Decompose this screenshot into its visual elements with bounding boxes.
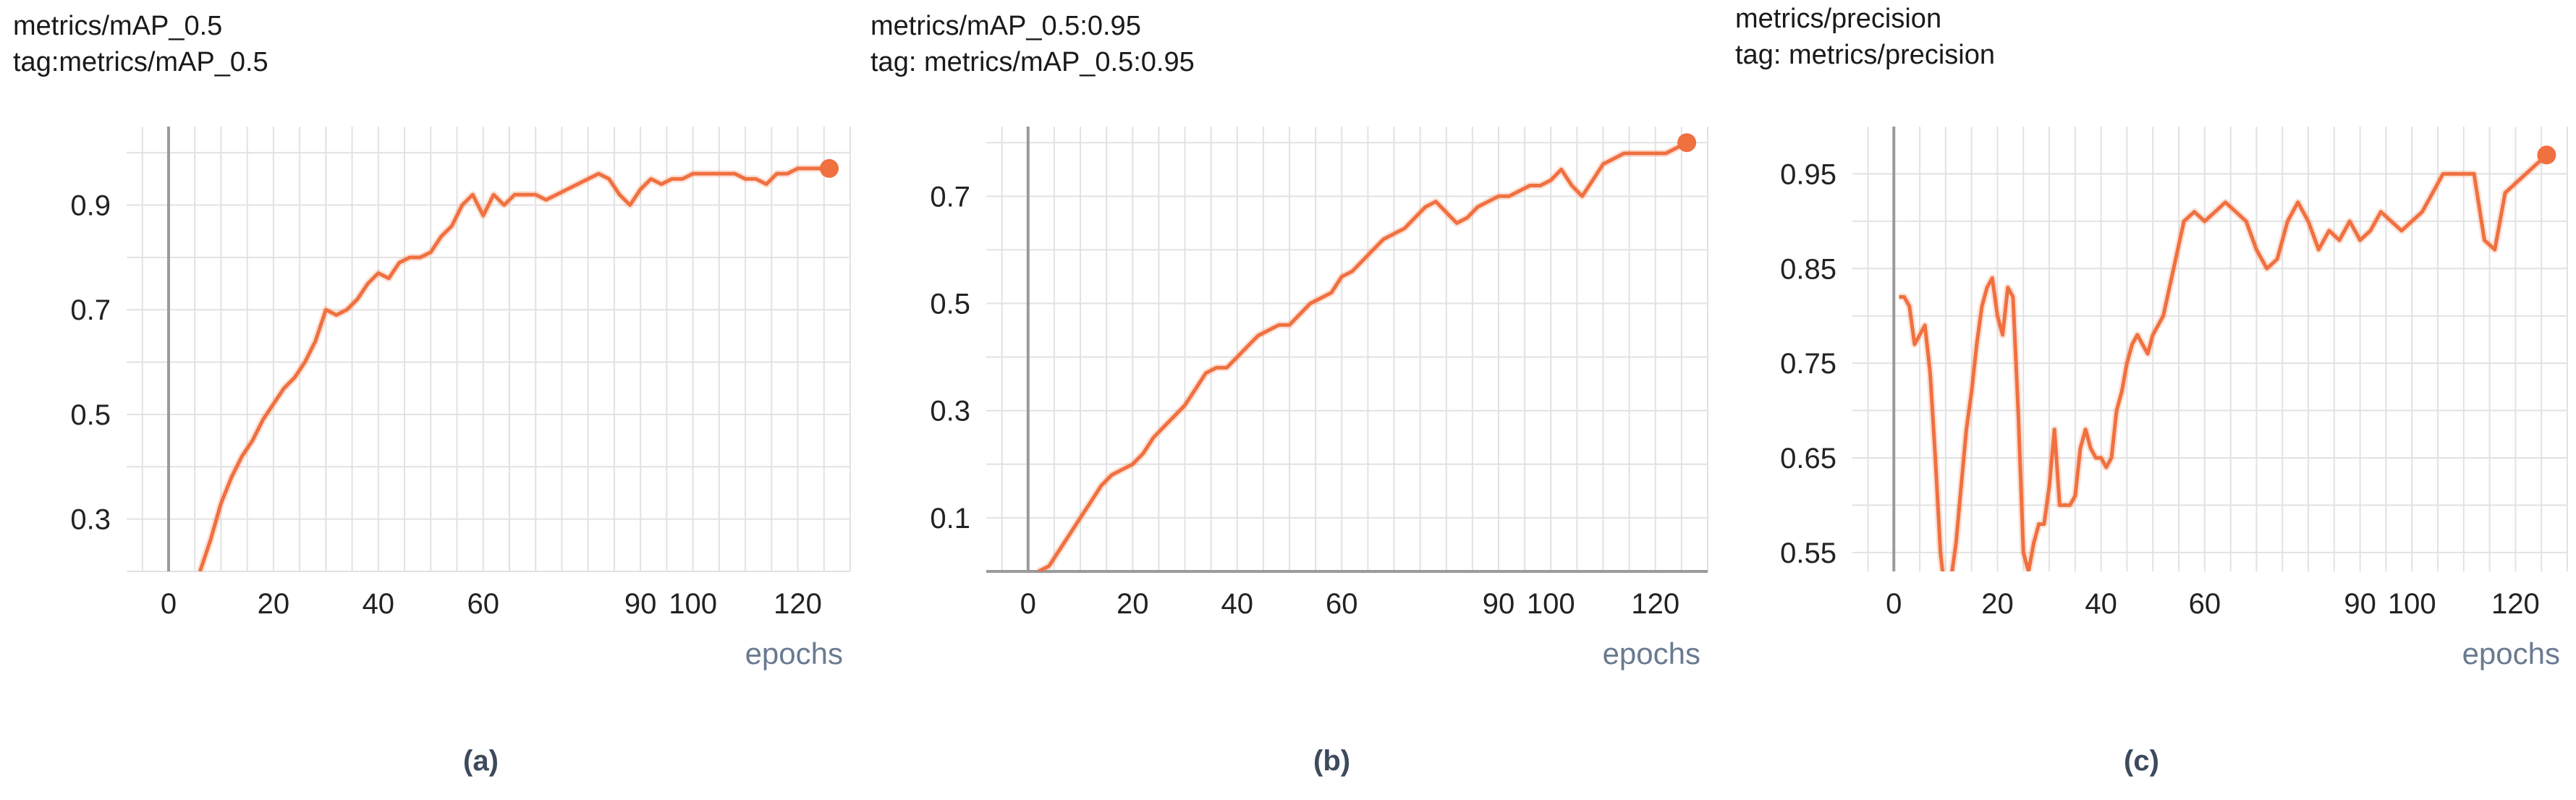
chart-plot-b: 0.1 0.3 0.5 0.7 0 20 40 60 90 100 120 epochs bbox=[930, 127, 1708, 671]
x-tick-label-c-4: 90 bbox=[2344, 588, 2376, 620]
x-tick-label-a-0: 0 bbox=[161, 588, 177, 620]
x-tick-label-a-6: 120 bbox=[774, 588, 822, 620]
panel-caption-b: (b) bbox=[1313, 745, 1351, 777]
series-end-point-c bbox=[2537, 145, 2556, 165]
y-tick-label-c-1: 0.65 bbox=[1780, 443, 1836, 475]
chart-panel-a: metrics/mAP_0.5 tag:metrics/mAP_0.5 0.3 0… bbox=[0, 0, 854, 800]
x-tick-label-b-5: 100 bbox=[1527, 588, 1575, 620]
chart-title-c-line1: metrics/precision bbox=[1735, 4, 1942, 34]
x-tick-label-c-2: 40 bbox=[2085, 588, 2117, 620]
chart-title-b-line1: metrics/mAP_0.5:0.95 bbox=[870, 11, 1141, 41]
x-tick-label-a-2: 40 bbox=[363, 588, 395, 620]
chart-title-a-line2: tag:metrics/mAP_0.5 bbox=[13, 47, 268, 77]
y-tick-label-c-2: 0.75 bbox=[1780, 348, 1836, 380]
chart-panel-b: metrics/mAP_0.5:0.95 tag: metrics/mAP_0.… bbox=[857, 0, 1719, 800]
x-tick-label-c-5: 100 bbox=[2388, 588, 2436, 620]
y-tick-label-c-4: 0.95 bbox=[1780, 158, 1836, 190]
y-tick-label-c-0: 0.55 bbox=[1780, 537, 1836, 569]
x-tick-label-c-1: 20 bbox=[1981, 588, 2014, 620]
series-line-a bbox=[198, 166, 829, 571]
series-line-c bbox=[1899, 153, 2549, 571]
x-tick-label-b-3: 60 bbox=[1326, 588, 1358, 620]
y-tick-label-b-1: 0.3 bbox=[930, 396, 970, 427]
x-tick-label-b-1: 20 bbox=[1117, 588, 1149, 620]
x-tick-label-a-5: 100 bbox=[669, 588, 717, 620]
y-tick-label-b-0: 0.1 bbox=[930, 503, 970, 535]
chart-title-a-line1: metrics/mAP_0.5 bbox=[13, 11, 223, 41]
y-tick-label-a-1: 0.5 bbox=[70, 399, 111, 431]
x-tick-label-c-6: 120 bbox=[2491, 588, 2540, 620]
chart-title-b-line2: tag: metrics/mAP_0.5:0.95 bbox=[870, 47, 1195, 77]
x-tick-label-b-0: 0 bbox=[1020, 588, 1036, 620]
x-tick-label-a-4: 90 bbox=[624, 588, 657, 620]
chart-panel-c: metrics/precision tag: metrics/precision… bbox=[1722, 0, 2576, 800]
x-tick-label-c-0: 0 bbox=[1886, 588, 1902, 620]
y-tick-label-a-0: 0.3 bbox=[70, 504, 111, 536]
y-tick-label-a-3: 0.9 bbox=[70, 190, 111, 222]
y-tick-label-a-2: 0.7 bbox=[70, 294, 111, 326]
series-end-point-a bbox=[820, 158, 839, 178]
x-tick-label-a-1: 20 bbox=[258, 588, 290, 620]
panel-caption-a: (a) bbox=[463, 745, 499, 777]
x-tick-label-b-2: 40 bbox=[1221, 588, 1254, 620]
chart-plot-c: 0.55 0.65 0.75 0.85 0.95 0 20 40 60 90 100 120 epoch… bbox=[1780, 127, 2568, 671]
y-tick-label-b-2: 0.5 bbox=[930, 289, 970, 320]
series-line-b bbox=[1038, 140, 1688, 571]
x-axis-label-c: epochs bbox=[2462, 637, 2560, 671]
series-shadow-line-a bbox=[196, 164, 829, 571]
y-tick-label-b-3: 0.7 bbox=[930, 181, 970, 213]
x-axis-label-b: epochs bbox=[1603, 637, 1700, 671]
y-tick-label-c-3: 0.85 bbox=[1780, 253, 1836, 285]
x-tick-label-b-6: 120 bbox=[1631, 588, 1679, 620]
chart-plot-a: 0.3 0.5 0.7 0.9 0 20 40 60 90 100 120 epochs bbox=[70, 127, 851, 671]
chart-title-c-line2: tag: metrics/precision bbox=[1735, 40, 1996, 70]
x-tick-label-c-3: 60 bbox=[2189, 588, 2221, 620]
x-tick-label-b-4: 90 bbox=[1483, 588, 1515, 620]
panel-caption-c: (c) bbox=[2124, 745, 2159, 777]
x-axis-label-a: epochs bbox=[745, 637, 843, 671]
series-end-point-b bbox=[1677, 133, 1697, 153]
x-tick-label-a-3: 60 bbox=[467, 588, 500, 620]
